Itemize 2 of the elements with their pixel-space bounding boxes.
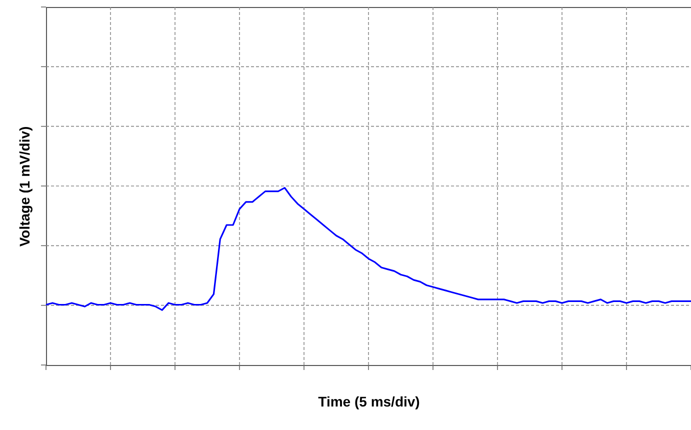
x-axis-title: Time (5 ms/div) <box>318 394 420 410</box>
y-axis-title: Voltage (1 mV/div) <box>16 126 32 247</box>
